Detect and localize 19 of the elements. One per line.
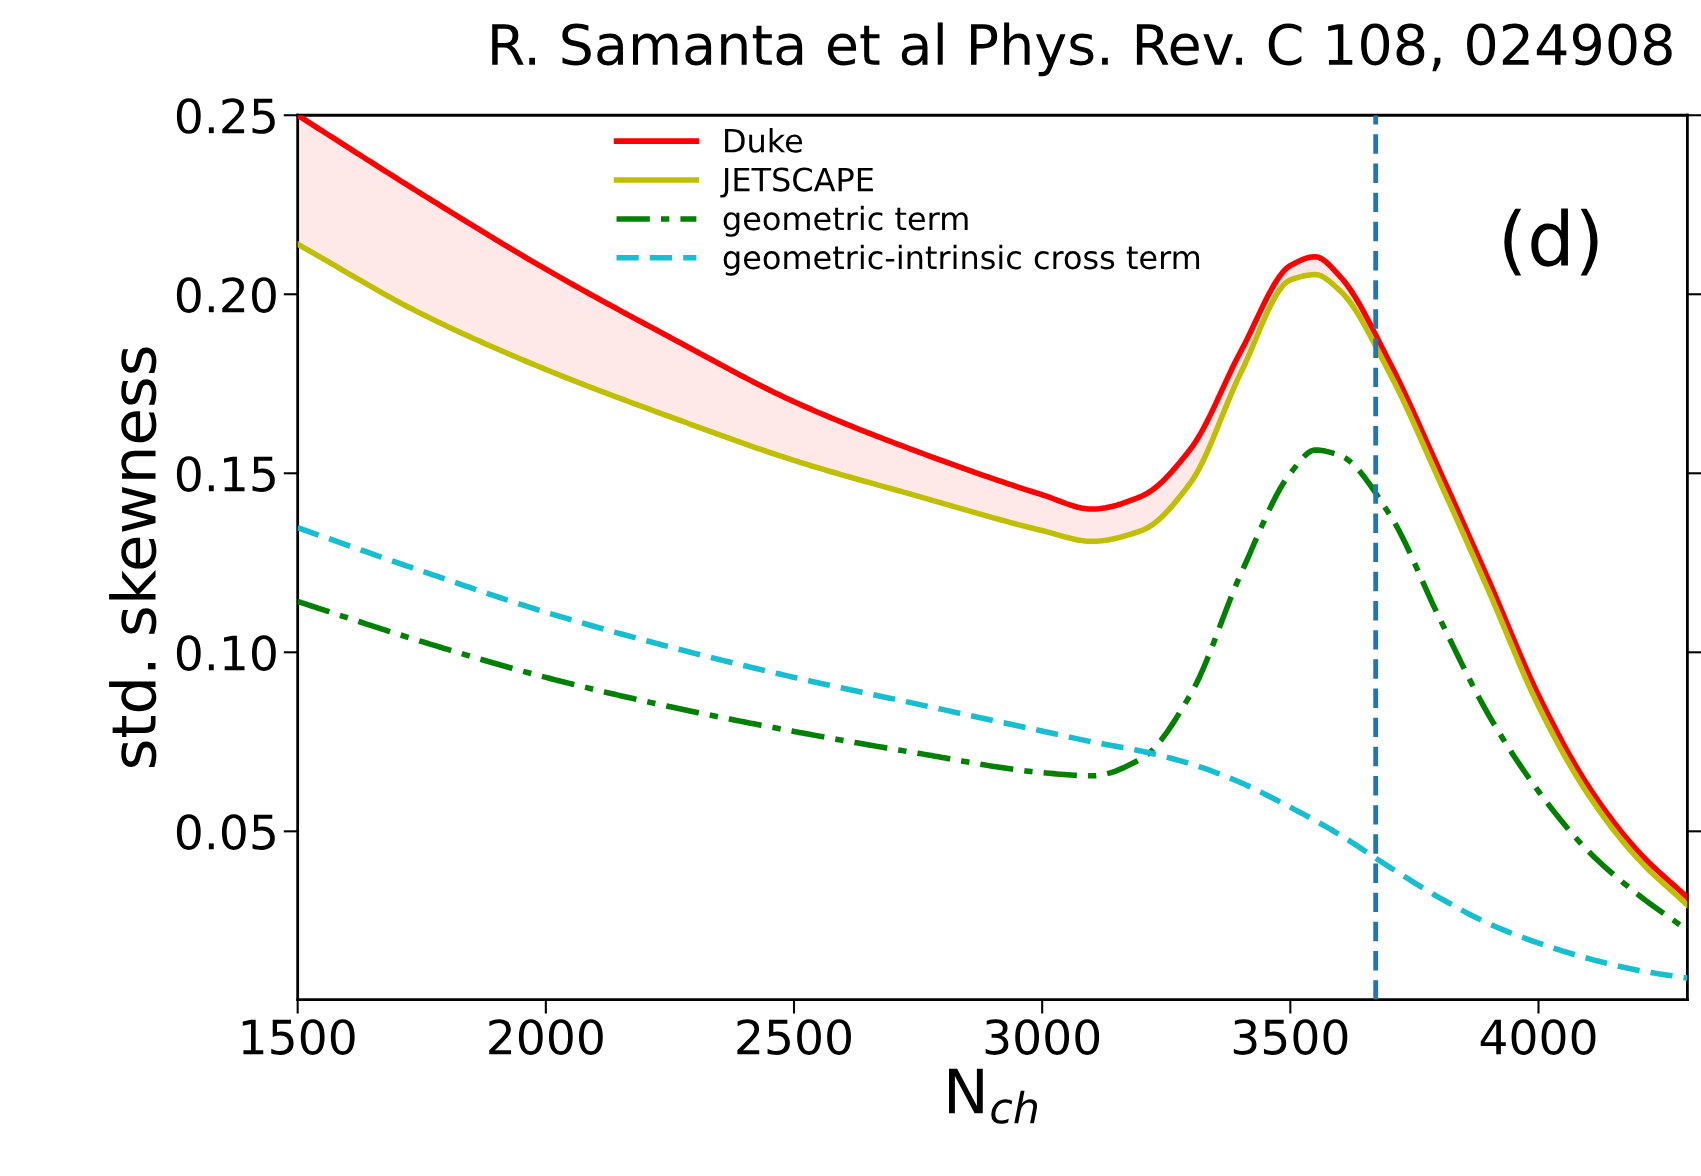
x-tick-label: 1500 <box>242 1019 355 1055</box>
x-tick-label: 3000 <box>985 1019 1100 1055</box>
y-tick-label: 0.25 <box>176 98 275 134</box>
annotation: (d) <box>1504 208 1598 276</box>
x-tick-label: 2500 <box>737 1019 851 1055</box>
y-tick-label: 0.15 <box>176 456 275 492</box>
x-tick-label: 2000 <box>489 1019 603 1055</box>
x-tick-label: 4000 <box>1480 1019 1596 1055</box>
x-tick-label: 3500 <box>1233 1019 1348 1055</box>
legend-label: Duke <box>725 128 803 153</box>
x-axis-title: N$_{ch}$ <box>949 1068 1038 1124</box>
legend-label: geometric-intrinsic cross term <box>723 244 1200 276</box>
y-tick-label: 0.10 <box>176 635 276 671</box>
legend-label: geometric term <box>723 205 968 237</box>
y-tick-label: 0.20 <box>176 277 276 313</box>
chart-title: R. Samanta et al Phys. Rev. C 108, 024908 <box>492 22 1672 77</box>
y-axis-title: std. skewness <box>109 347 157 768</box>
legend-label: JETSCAPE <box>720 167 873 198</box>
y-tick-label: 0.05 <box>176 814 275 850</box>
